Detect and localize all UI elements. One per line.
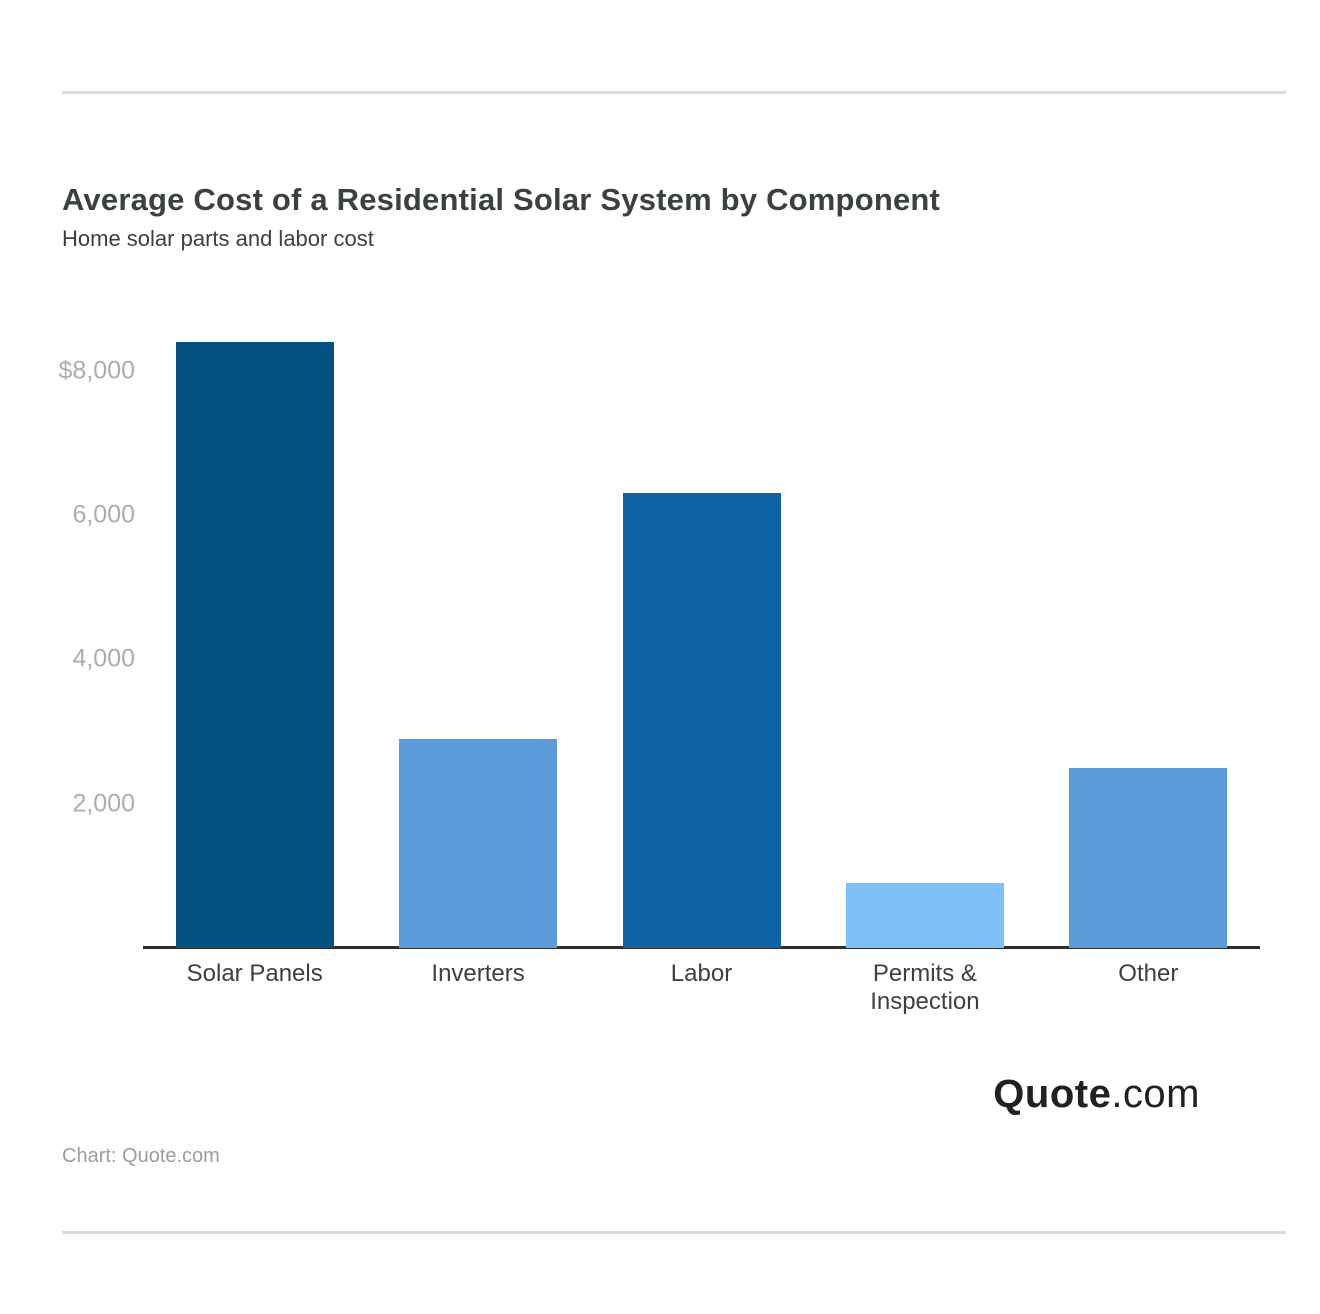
logo-bold-part: Quote [993, 1072, 1112, 1116]
y-axis-tick-label: 6,000 [72, 500, 135, 529]
chart-credit: Chart: Quote.com [62, 1145, 220, 1167]
bar-solar-panels [175, 341, 334, 948]
bar-permits-inspection [845, 883, 1004, 948]
y-axis-tick-label: $8,000 [58, 356, 135, 385]
bar-inverters [399, 738, 558, 948]
top-divider [62, 91, 1286, 94]
x-axis-label-labor: Labor [670, 960, 733, 987]
bar-labor [622, 493, 781, 948]
chart-subtitle: Home solar parts and labor cost [62, 226, 374, 251]
logo-light-part: .com [1111, 1072, 1200, 1116]
y-axis-tick-label: 4,000 [72, 644, 135, 673]
bottom-divider [62, 1231, 1286, 1234]
x-axis-label-solar-panels: Solar Panels [186, 960, 323, 987]
x-axis-label-permits-inspection: Permits & Inspection [870, 960, 980, 1015]
x-axis-label-inverters: Inverters [431, 960, 525, 987]
quote-com-logo: Quote.com [993, 1072, 1200, 1117]
chart-title: Average Cost of a Residential Solar Syst… [62, 181, 941, 217]
y-axis-tick-label: 2,000 [72, 789, 135, 818]
bar-other [1069, 767, 1228, 948]
x-axis-label-other: Other [1118, 960, 1179, 987]
